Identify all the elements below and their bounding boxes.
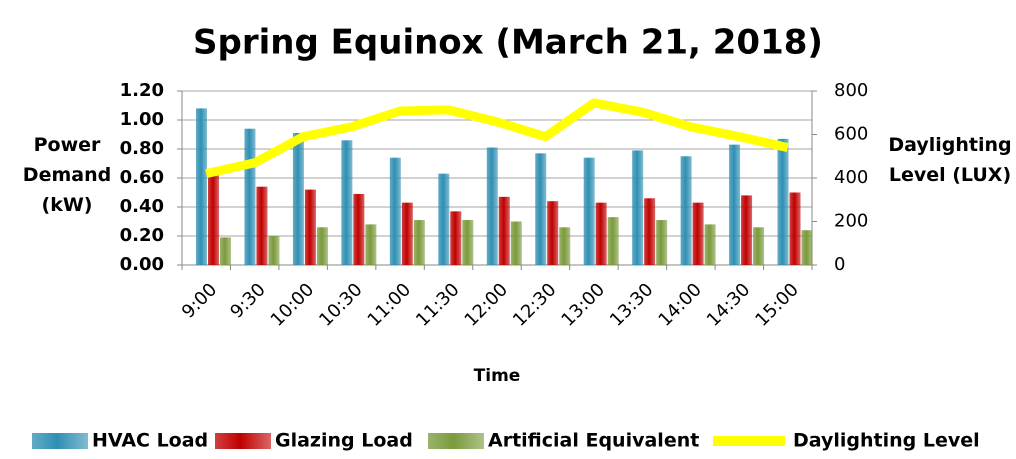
x-tick-label: 9:00 bbox=[178, 279, 221, 322]
legend-label: Glazing Load bbox=[275, 430, 413, 452]
y-tick-label: 0.80 bbox=[120, 138, 164, 159]
bar bbox=[341, 140, 353, 265]
bar bbox=[801, 230, 813, 265]
bar bbox=[644, 198, 656, 265]
bar bbox=[535, 153, 547, 265]
x-tick-label: 14:30 bbox=[703, 279, 755, 331]
legend-swatch bbox=[215, 433, 271, 449]
bar bbox=[607, 217, 619, 265]
y-tick-label: 0.60 bbox=[120, 167, 164, 188]
bar bbox=[559, 227, 571, 265]
bar bbox=[547, 201, 559, 265]
bar bbox=[208, 175, 219, 265]
y-tick-label: 0.20 bbox=[120, 225, 164, 246]
x-tick-label: 15:00 bbox=[751, 279, 803, 331]
bar bbox=[498, 196, 510, 265]
y2-tick-label: 800 bbox=[834, 80, 868, 101]
bar bbox=[692, 202, 704, 265]
x-tick-label: 12:00 bbox=[461, 279, 513, 331]
bar bbox=[704, 224, 716, 265]
legend-swatch bbox=[32, 433, 88, 449]
bar bbox=[401, 202, 413, 265]
bar bbox=[292, 133, 304, 265]
legend-swatch bbox=[428, 433, 484, 449]
bar bbox=[304, 189, 316, 265]
y2-tick-label: 200 bbox=[834, 211, 868, 232]
x-tick-label: 13:00 bbox=[557, 279, 609, 331]
legend-label: Daylighting Level bbox=[793, 430, 980, 452]
x-axis-label: Time bbox=[474, 366, 521, 386]
y2-tick-label: 0 bbox=[834, 254, 845, 275]
bar bbox=[462, 220, 474, 265]
bar bbox=[196, 108, 207, 266]
bar bbox=[680, 156, 692, 265]
bar bbox=[729, 144, 741, 265]
y-tick-label: 1.20 bbox=[120, 80, 164, 101]
bar bbox=[389, 157, 401, 265]
bar bbox=[510, 221, 522, 265]
bar bbox=[413, 220, 425, 265]
bar bbox=[268, 236, 280, 265]
line bbox=[205, 98, 789, 179]
legend-label: HVAC Load bbox=[92, 430, 208, 452]
bar bbox=[595, 202, 607, 265]
bar bbox=[244, 128, 256, 265]
bar bbox=[256, 186, 268, 265]
x-tick-label: 11:00 bbox=[364, 279, 416, 331]
bar bbox=[220, 237, 231, 265]
bar bbox=[316, 227, 328, 265]
x-tick-label: 12:30 bbox=[509, 279, 561, 331]
bar bbox=[450, 211, 462, 265]
x-tick-label: 14:00 bbox=[654, 279, 706, 331]
bar bbox=[656, 220, 668, 265]
y-tick-label: 0.40 bbox=[120, 196, 164, 217]
bar bbox=[353, 193, 365, 265]
bar bbox=[753, 227, 765, 265]
bar bbox=[632, 150, 644, 265]
bar bbox=[365, 224, 377, 265]
bar bbox=[486, 147, 498, 265]
x-tick-label: 10:30 bbox=[315, 279, 367, 331]
x-tick-label: 13:30 bbox=[606, 279, 658, 331]
y2-tick-label: 600 bbox=[834, 124, 868, 145]
y2-tick-label: 400 bbox=[834, 167, 868, 188]
bar bbox=[438, 173, 450, 265]
bar bbox=[741, 195, 753, 265]
y-tick-label: 1.00 bbox=[120, 109, 164, 130]
bar bbox=[789, 192, 801, 265]
legend-label: Artificial Equivalent bbox=[488, 430, 699, 452]
chart-title: Spring Equinox (March 21, 2018) bbox=[193, 23, 823, 63]
y2-axis-label: Daylighting Level (LUX) bbox=[888, 134, 1012, 186]
x-tick-label: 10:00 bbox=[267, 279, 319, 331]
x-tick-label: 9:30 bbox=[226, 279, 269, 322]
y-tick-label: 0.00 bbox=[120, 254, 164, 275]
legend-swatch bbox=[713, 436, 785, 446]
x-tick-label: 11:30 bbox=[412, 279, 464, 331]
bar bbox=[583, 157, 595, 265]
y-axis-label: Power Demand (kW) bbox=[22, 134, 112, 216]
bar bbox=[777, 138, 789, 265]
